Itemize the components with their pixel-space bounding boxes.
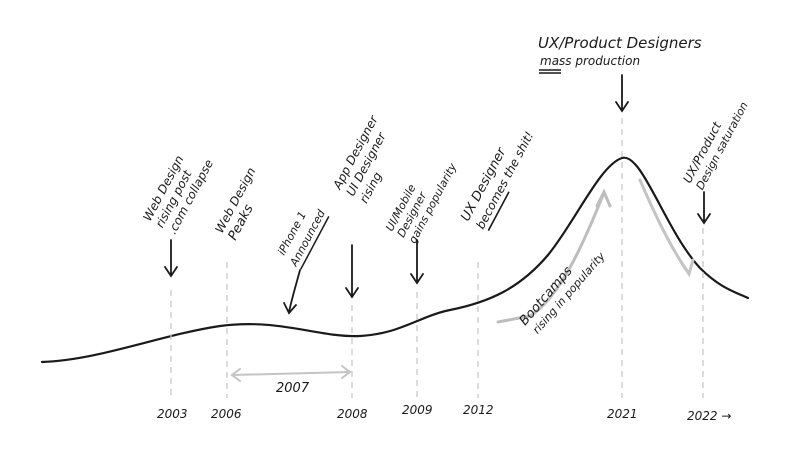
saturation-gray-arrow (638, 178, 690, 274)
note-ui-mobile: UI/Mobile Designer gains popularity (383, 161, 459, 246)
arrow-ux-product-mass (615, 74, 629, 113)
arrow-ui-mobile (410, 239, 424, 285)
span-arrowhead-right (341, 365, 352, 379)
saturation-gray-arrowhead (679, 258, 695, 278)
arrow-app-ui-designer (345, 244, 359, 299)
note-ux-product-mass-line2: mass production (540, 54, 640, 68)
note-app-ui-designer: App Designer UI Designer rising (330, 112, 389, 205)
bootcamps-rise-arrowhead (595, 188, 612, 208)
year-label-2006: 2006 (211, 407, 242, 421)
year-label-2008: 2008 (337, 407, 368, 421)
year-label-2021: 2021 (607, 407, 638, 421)
note-ux-designer-underline (487, 191, 510, 231)
span-arrow-line (231, 371, 351, 376)
note-ux-product-mass: UX/Product Designers mass production (538, 34, 702, 74)
span-label: 2007 (276, 381, 310, 396)
note-bootcamps: Bootcamps rising in popularity (517, 250, 608, 337)
arrow-web-design-rising (164, 239, 178, 278)
arrow-iphone (283, 269, 301, 315)
note-web-design-peaks: Web Design Peaks (212, 165, 258, 243)
year-label-2022: 2022 → (687, 409, 731, 423)
arrow-ux-product-saturation (697, 191, 711, 225)
note-ux-product-mass-line1: UX/Product Designers (538, 34, 702, 52)
note-ux-designer: UX Designer becomes the shit! (458, 129, 536, 231)
bootcamps-rise-arrow (496, 193, 605, 324)
note-ux-product-saturation: UX/Product Design saturation (680, 100, 751, 192)
year-label-2003: 2003 (157, 407, 188, 421)
popularity-curve (40, 156, 750, 364)
year-label-2012: 2012 (463, 403, 494, 417)
note-web-design-rising: Web Design rising post .com collapse (140, 153, 216, 236)
note-iphone: iPhone 1 Announced (275, 207, 330, 270)
year-label-2009: 2009 (402, 403, 433, 417)
span-arrowhead-left (230, 368, 241, 382)
note-iphone-underline (300, 216, 330, 270)
